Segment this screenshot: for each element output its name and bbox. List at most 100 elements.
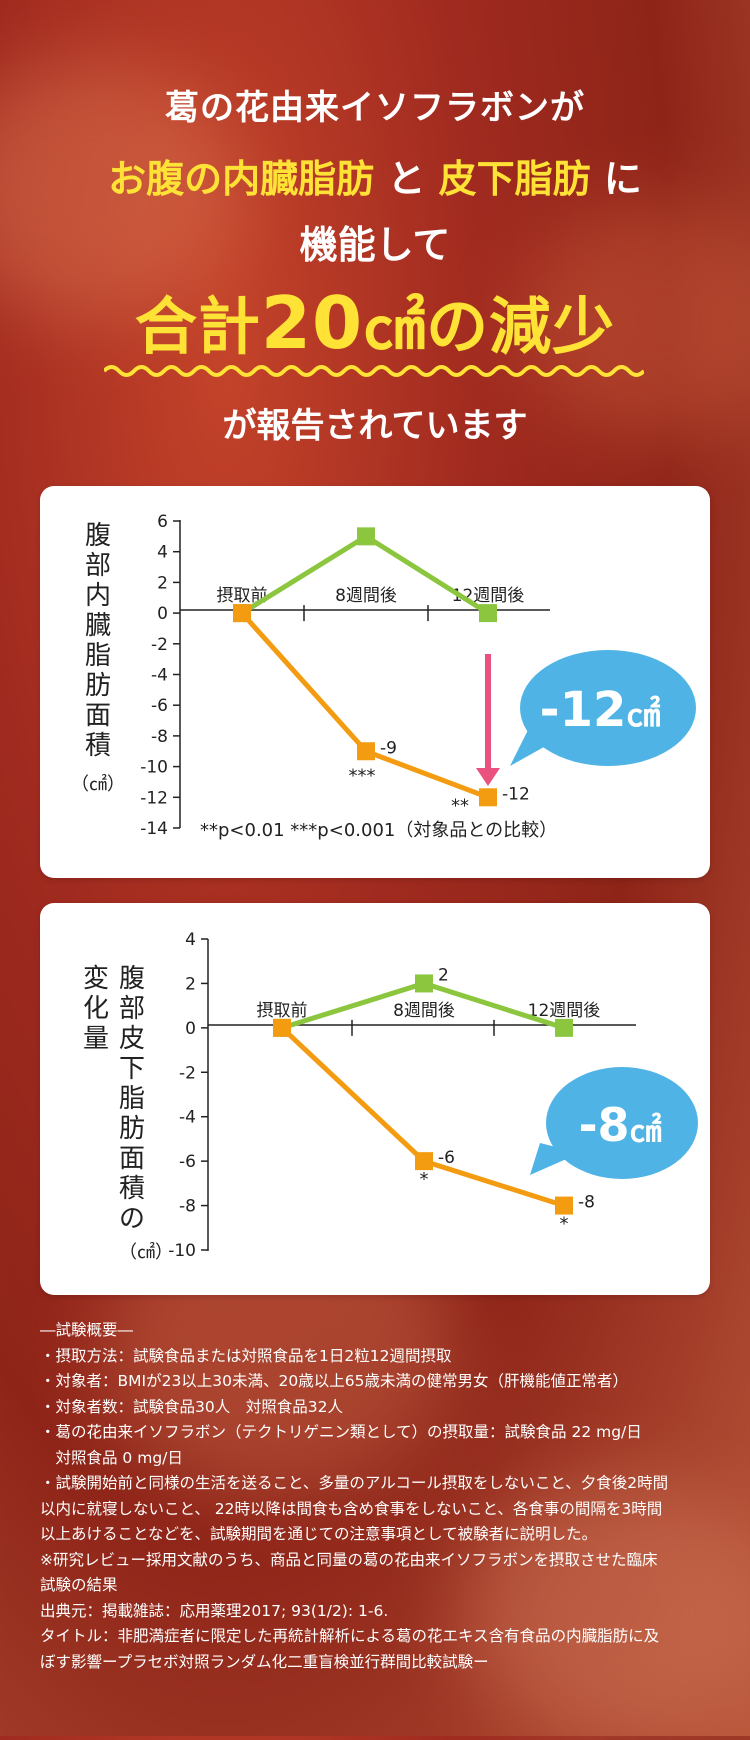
study-note-line: 以上あけることなどを、試験期間を通じての注意事項として被験者に説明した。: [40, 1525, 598, 1543]
y-tick-label: 0: [185, 1019, 196, 1039]
study-note-line: ・試験開始前と同様の生活を送ること、多量のアルコール摂取をしないこと、夕食後2時…: [40, 1474, 669, 1492]
visceral-fat-chart-card: 腹部内臓脂肪面積 （㎠） 6 4 2 0 -2 -4 -6 -8 -10 -12 -14 摂取前 8週間…: [40, 486, 710, 878]
y-tick-label: 4: [157, 543, 168, 563]
x-category-label: 8週間後: [335, 586, 397, 606]
background-blot: [520, 200, 750, 440]
x-category-label: 摂取前: [257, 1001, 308, 1021]
study-note-line: ・対象者数：試験食品30人 対照食品32人: [40, 1397, 343, 1416]
significance-marker: *: [420, 1169, 429, 1190]
test-series-point: [555, 1196, 573, 1215]
y-label-char: 肪: [119, 1114, 145, 1144]
y-tick-label: 2: [157, 573, 168, 593]
hero-line-3: 機能して: [299, 223, 451, 267]
significance-marker: *: [560, 1214, 569, 1235]
y-label-char: 腹: [85, 521, 111, 551]
y-label-char: 積: [85, 731, 111, 761]
hero-line-2: お腹の内臓脂肪 と 皮下脂肪 に: [0, 148, 750, 203]
x-category-label: 8週間後: [393, 1001, 455, 1021]
study-note-line: ・葛の花由来イソフラボン（テクトリゲニン類として）の摂取量：試験食品 22 mg…: [40, 1423, 642, 1441]
hero-subcutaneous-fat: 皮下脂肪: [438, 157, 591, 201]
y-label-char: 脂: [119, 1084, 145, 1114]
x-category-label: 12週間後: [528, 1001, 601, 1021]
hero-and: と: [387, 157, 426, 201]
y-label-char: 下: [119, 1054, 145, 1084]
chart1-callout-value: -12㎠: [540, 682, 661, 738]
y-tick-label: 4: [185, 930, 196, 950]
data-label: -12: [502, 784, 530, 804]
hero-visceral-fat: お腹の内臓脂肪: [108, 157, 375, 201]
y-label-unit: （㎠）: [119, 1241, 173, 1263]
y-tick-label: -8: [179, 1197, 196, 1217]
y-tick-label: 2: [185, 974, 196, 994]
y-label-char: 部: [119, 994, 145, 1024]
y-label-char: 面: [85, 701, 111, 731]
hero-line-1: 葛の花由来イソフラボンが: [165, 88, 585, 128]
study-note-line: 試験の結果: [40, 1576, 118, 1594]
study-note-line: 出典元：掲載雑誌：応用薬理2017; 93(1/2): 1-6.: [40, 1601, 389, 1620]
test-series-point: [273, 1018, 291, 1037]
y-label-char: 脂: [85, 641, 111, 671]
data-label: 2: [438, 965, 449, 985]
background-blot: [460, 1480, 750, 1740]
y-label-char: 変: [83, 964, 109, 994]
control-series-point: [357, 527, 375, 546]
y-label-char: 内: [85, 581, 111, 611]
hero-line-5: が報告されています: [222, 406, 528, 446]
test-series-point: [415, 1152, 433, 1171]
study-note-line: ※研究レビュー採用文献のうち、商品と同量の葛の花由来イソフラボンを摂取させた臨床: [40, 1550, 658, 1569]
hero-headline-prefix: 合計: [134, 290, 261, 363]
study-note-line: 対照食品 0 mg/日: [40, 1448, 183, 1467]
study-note-line: ぼす影響ープラセボ対照ランダム化二重盲検並行群間比較試験ー: [40, 1652, 489, 1671]
control-series-point: [415, 974, 433, 993]
y-label-char: 化: [83, 994, 109, 1024]
subcutaneous-fat-chart-card: 腹部皮下脂肪面積の 変化量 （㎠） 4 2 0 -2 -4 -6 -8 -10 摂取前 8週間後 12…: [40, 903, 710, 1295]
control-series-point: [479, 604, 497, 623]
y-label-char: 肪: [85, 671, 111, 701]
hero-headline: 合計20㎠の減少: [0, 276, 750, 366]
data-label: -9: [380, 738, 397, 758]
chart2-callout-bubble: -8㎠: [530, 1067, 698, 1179]
hero-headline-number: 20: [260, 281, 364, 365]
y-tick-label: 0: [157, 604, 168, 624]
y-label-char: の: [119, 1204, 145, 1234]
chart1-footnote: **p<0.01 ***p<0.001（対象品との比較）: [200, 820, 557, 841]
control-series-point: [555, 1018, 573, 1037]
y-tick-label: -12: [140, 788, 168, 808]
study-note-line: ・対象者：BMIが23以上30未満、20歳以上65歳未満の健常男女（肝機能値正常…: [40, 1372, 628, 1390]
study-note-line: タイトル：非肥満症者に限定した再統計解析による葛の花エキス含有食品の内臓脂肪に及: [40, 1627, 660, 1645]
data-label: -6: [438, 1148, 455, 1168]
y-label-char: 臓: [85, 611, 111, 641]
y-tick-label: -4: [179, 1108, 196, 1128]
y-label-char: 量: [83, 1024, 109, 1054]
x-category-label: 摂取前: [217, 586, 268, 606]
y-tick-label: -6: [151, 696, 168, 716]
hero-headline-unit: ㎠: [363, 290, 427, 363]
background-blot: [0, 60, 240, 320]
significance-marker: ***: [349, 765, 376, 786]
y-label-char: 積: [119, 1174, 145, 1204]
y-tick-label: -14: [140, 819, 168, 839]
y-label-char: 皮: [119, 1024, 145, 1054]
chart2-callout-value: -8㎠: [578, 1098, 661, 1152]
hero-headline-suffix: の減少: [426, 290, 616, 363]
y-tick-label: -10: [140, 758, 168, 778]
y-label-unit: （㎠）: [71, 773, 125, 795]
study-note-line: ―試験概要―: [40, 1321, 134, 1339]
y-tick-label: -4: [151, 666, 168, 686]
significance-marker: **: [451, 795, 469, 816]
y-label-char: 部: [85, 551, 111, 581]
decrease-arrow: [476, 654, 500, 786]
study-notes: ―試験概要― ・摂取方法：試験食品または対照食品を1日2粒12週間摂取・対象者：B…: [40, 1318, 710, 1675]
hero-section: 葛の花由来イソフラボンが お腹の内臓脂肪 と 皮下脂肪 に 機能して 合計20㎠…: [0, 0, 750, 470]
y-tick-label: -10: [168, 1241, 196, 1261]
test-series-point: [357, 742, 375, 761]
study-note-line: ・摂取方法：試験食品または対照食品を1日2粒12週間摂取: [40, 1346, 452, 1365]
y-label-char: 面: [119, 1144, 145, 1174]
y-tick-label: 6: [157, 512, 168, 532]
wavy-underline: [104, 365, 644, 377]
y-label-char: 腹: [119, 964, 145, 994]
